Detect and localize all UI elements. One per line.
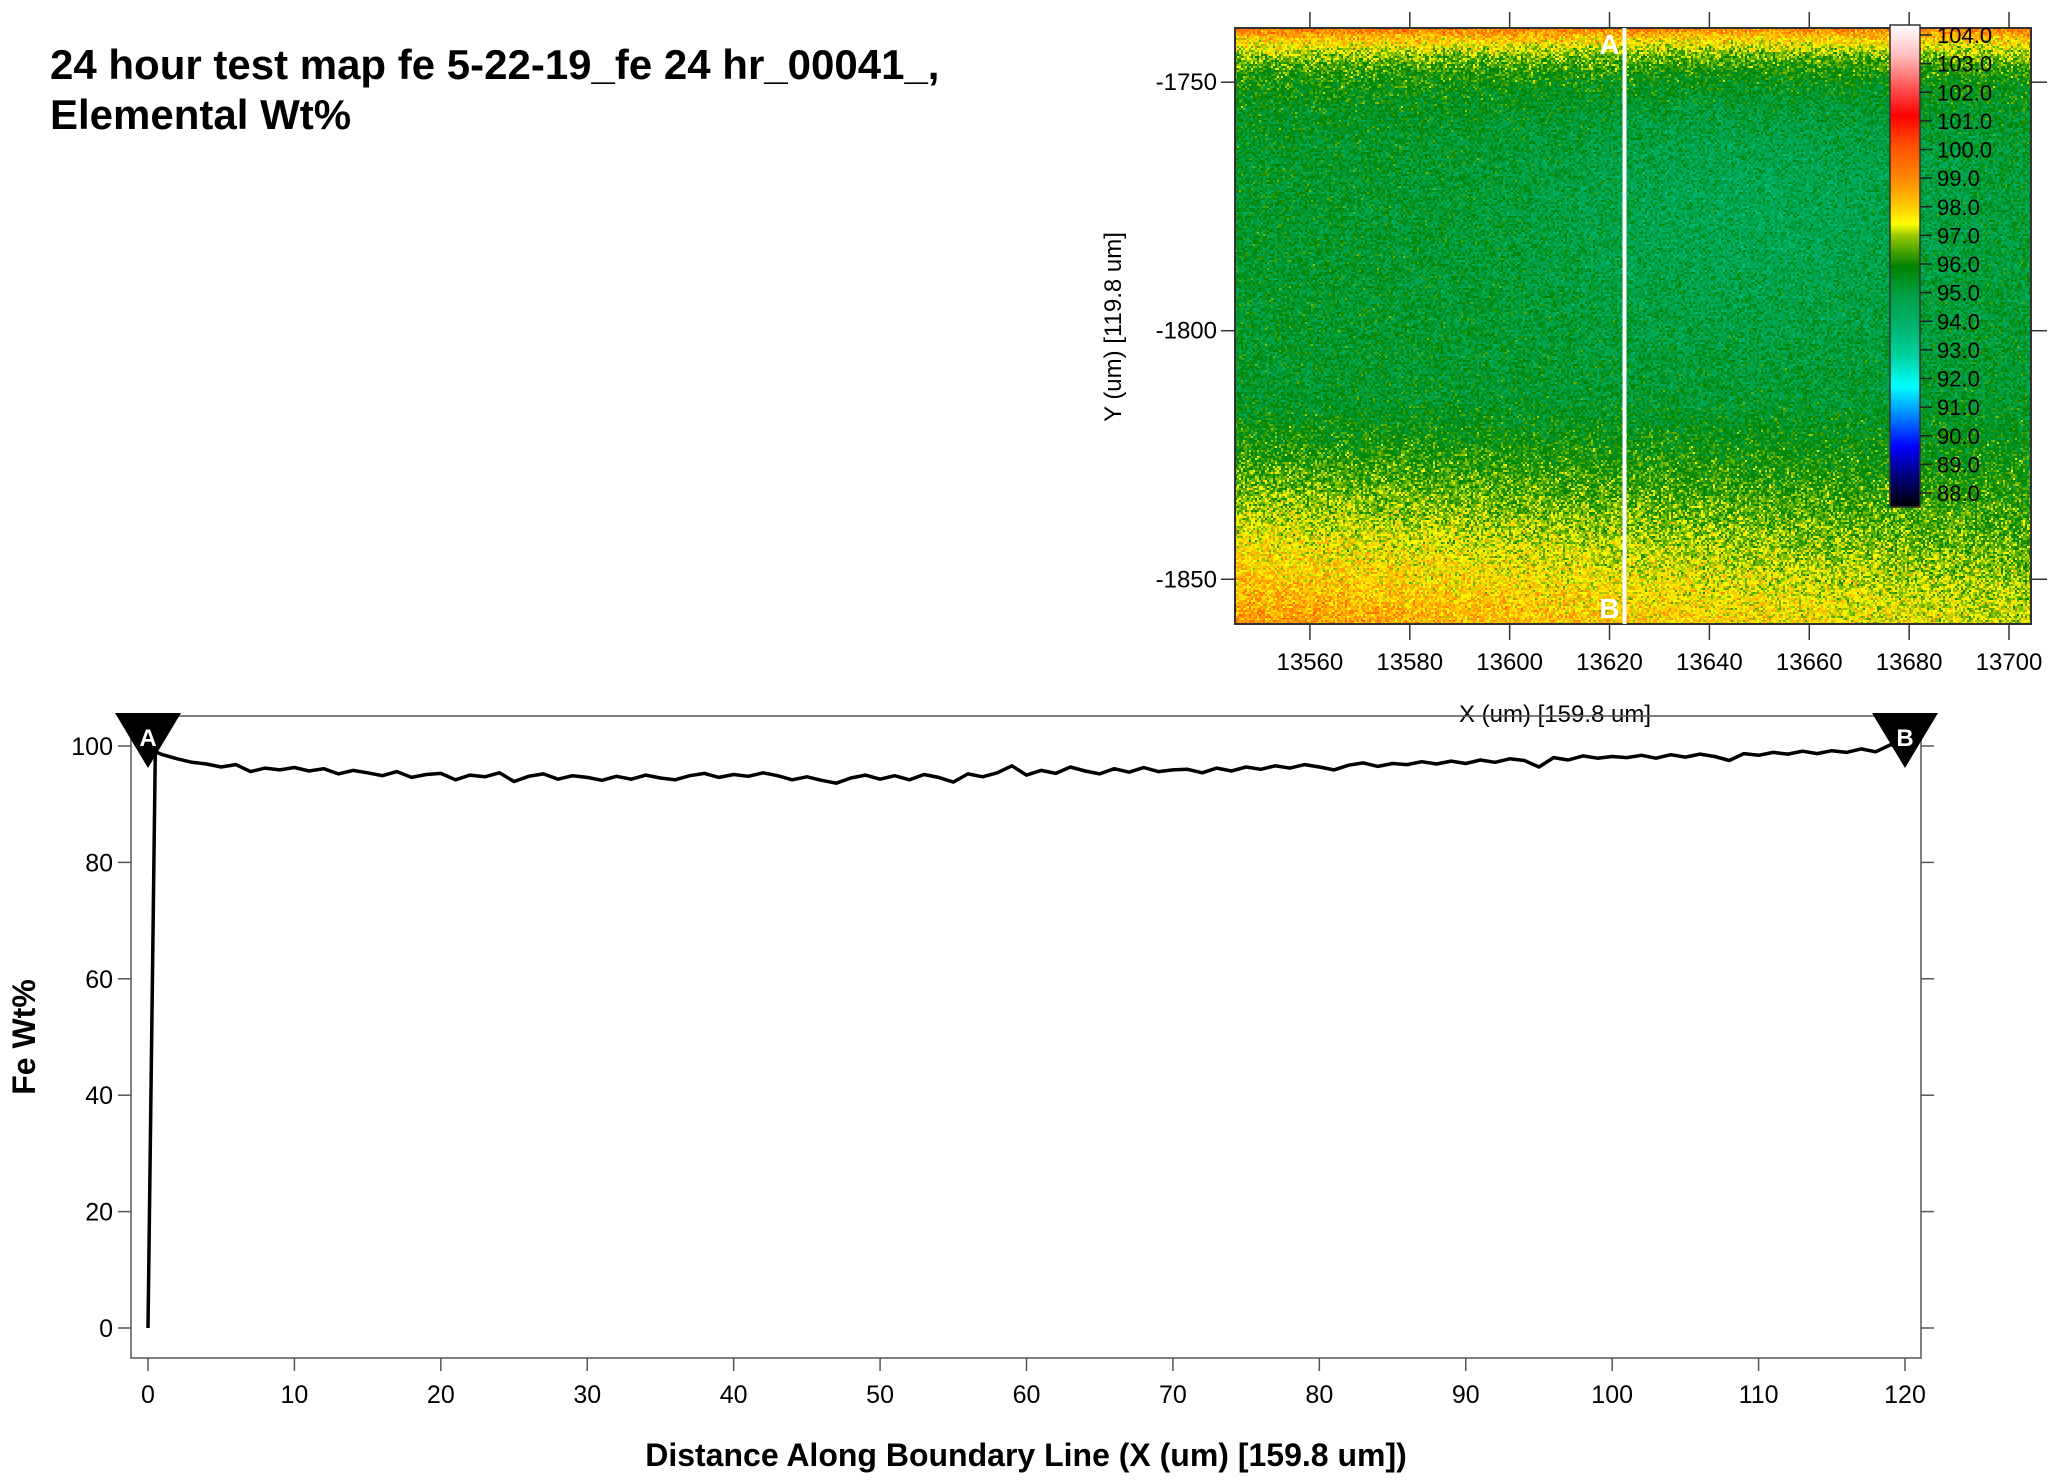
map-y-tick-label: -1800 — [1156, 318, 1217, 345]
map-x-tick-label: 13700 — [1976, 649, 2043, 676]
plot-x-tick-label: 40 — [720, 1381, 748, 1409]
map-x-tick-label: 13620 — [1576, 649, 1643, 676]
colorbar-tick-label: 104.0 — [1937, 23, 1992, 48]
plot-x-tick-label: 10 — [281, 1381, 309, 1409]
map-profile-start-label: A — [1599, 29, 1619, 60]
plot-x-tick-label: 70 — [1159, 1381, 1187, 1409]
colorbar-tick-label: 94.0 — [1937, 309, 1980, 334]
plot-y-tick-label: 20 — [85, 1199, 113, 1227]
colorbar-tick-label: 98.0 — [1937, 195, 1980, 220]
plot-x-tick-label: 80 — [1305, 1381, 1333, 1409]
marker-b-label: B — [1896, 725, 1913, 752]
plot-y-tick-label: 60 — [85, 966, 113, 994]
colorbar-tick-label: 93.0 — [1937, 338, 1980, 363]
plot-x-tick-label: 100 — [1591, 1381, 1633, 1409]
colorbar-tick-label: 88.0 — [1937, 481, 1980, 506]
colorbar-tick-label: 100.0 — [1937, 138, 1992, 163]
marker-b-triangle — [1872, 713, 1938, 768]
map-x-tick-label: 13660 — [1776, 649, 1843, 676]
chart-title: 24 hour test map fe 5-22-19_fe 24 hr_000… — [50, 41, 940, 138]
colorbar-tick-label: 92.0 — [1937, 367, 1980, 392]
map-x-tick-label: 13600 — [1476, 649, 1543, 676]
colorbar-tick-label: 97.0 — [1937, 223, 1980, 248]
plot-x-tick-label: 20 — [427, 1381, 455, 1409]
map-y-tick-label: -1750 — [1156, 69, 1217, 96]
map-axes: 13560 13580 13600 13620 13640 13660 13680 13700… — [1100, 12, 2047, 728]
plot-x-tick-label: 60 — [1013, 1381, 1041, 1409]
plot-x-tick-label: 120 — [1884, 1381, 1926, 1409]
colorbar-tick-label: 96.0 — [1937, 252, 1980, 277]
colorbar-tick-label: 90.0 — [1937, 424, 1980, 449]
plot-x-tick-label: 0 — [141, 1381, 155, 1409]
colorbar-tick-label: 91.0 — [1937, 395, 1980, 420]
marker-a-triangle — [115, 713, 181, 768]
colorbar-tick-label: 101.0 — [1937, 109, 1992, 134]
map-x-tick-label: 13640 — [1676, 649, 1743, 676]
plot-y-tick-label: 100 — [71, 733, 113, 761]
colorbar — [1889, 24, 1921, 508]
colorbar-tick-label: 89.0 — [1937, 452, 1980, 477]
colorbar-tick-label: 95.0 — [1937, 281, 1980, 306]
map-profile-end-label: B — [1599, 593, 1619, 624]
plot-x-tick-label: 90 — [1452, 1381, 1480, 1409]
plot-x-tick-label: 110 — [1739, 1381, 1779, 1409]
map-x-tick-label: 13580 — [1376, 649, 1443, 676]
map-y-tick-label: -1850 — [1156, 566, 1217, 593]
colorbar-tick-label: 99.0 — [1937, 166, 1980, 191]
plot-x-axis-label: Distance Along Boundary Line (X (um) [15… — [645, 1437, 1407, 1473]
map-x-tick-label: 13560 — [1277, 649, 1344, 676]
plot-y-tick-label: 80 — [85, 849, 113, 877]
plot-x-tick-label: 50 — [866, 1381, 894, 1409]
plot-y-axis-label: Fe Wt% — [6, 979, 42, 1095]
colorbar-tick-label: 103.0 — [1937, 52, 1992, 77]
plot-frame — [130, 715, 1922, 1359]
map-x-axis-label: X (um) [159.8 um] — [1459, 701, 1651, 728]
plot-x-tick-label: 30 — [573, 1381, 601, 1409]
map-frame — [1234, 27, 2032, 625]
plot-y-tick-label: 0 — [99, 1315, 113, 1343]
map-x-tick-label: 13680 — [1876, 649, 1943, 676]
colorbar-tick-label: 102.0 — [1937, 80, 1992, 105]
line-profile-plot: 0 20 40 60 80 100 0 10 20 30 40 50 60 70 80 90 100 110 120… — [6, 713, 1938, 1473]
map-y-axis-label: Y (um) [119.8 um] — [1100, 232, 1127, 422]
plot-y-tick-label: 40 — [85, 1082, 113, 1110]
marker-a-label: A — [139, 725, 156, 752]
series-line-fe — [146, 743, 1906, 1329]
